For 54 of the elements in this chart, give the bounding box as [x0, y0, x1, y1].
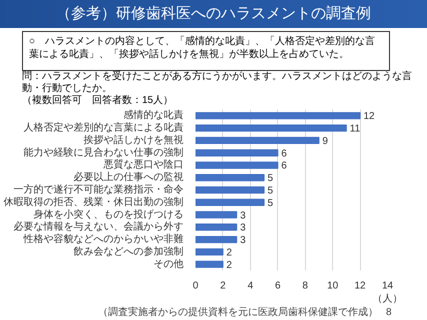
data-label: 6 [281, 148, 288, 160]
bar [196, 149, 278, 156]
bar [196, 186, 265, 194]
text: （複数回答可 回答者数：15人） [22, 95, 174, 106]
bar [196, 224, 238, 231]
y-tick-label: 一方的で遂行不可能な業務指示・命令 [14, 184, 184, 196]
bar [196, 260, 224, 268]
bar [196, 112, 361, 120]
y-tick-label: 必要な情報を与えない、会議から外す [14, 220, 184, 233]
bar [196, 248, 224, 256]
y-tick-label: 性格や容貌などへのからかいや非難 [22, 233, 184, 246]
text: 8 [386, 307, 392, 319]
bar [196, 174, 265, 182]
data-label: 3 [240, 235, 246, 246]
y-tick-label: 能力や経験に見合わない仕事の強制 [24, 146, 184, 158]
data-label: 11 [350, 124, 361, 135]
data-label: 5 [268, 173, 274, 184]
y-tick-label: 必要以上の仕事への監視 [74, 171, 184, 184]
bar [196, 136, 320, 144]
x-tick-label: 12 [354, 280, 366, 292]
x-tick-label: 10 [327, 280, 339, 292]
x-tick-label: 6 [275, 280, 282, 292]
data-label: 12 [364, 111, 376, 122]
data-label: 5 [268, 198, 274, 209]
x-tick-label: 14 [382, 280, 394, 292]
data-label: 2 [226, 260, 232, 271]
y-tick-label: 飲み会などへの参加強制 [74, 245, 184, 258]
data-label: 3 [240, 222, 246, 234]
data-label: 3 [240, 210, 246, 222]
x-axis-title: （人） [372, 294, 402, 304]
bar [196, 162, 278, 169]
x-tick-label: 2 [220, 280, 226, 292]
y-tick-label: 身体を小突く、ものを投げつける [34, 208, 184, 220]
y-tick-label: 人格否定や差別的な言葉による叱責 [24, 122, 184, 134]
x-tick-label: 8 [302, 280, 308, 292]
data-label: 9 [322, 136, 328, 147]
y-tick-label: 感情的な叱責 [124, 109, 184, 122]
x-tick-label: 0 [192, 280, 199, 292]
y-tick-label: その他 [154, 258, 184, 270]
data-label: 5 [268, 186, 274, 196]
chart-title: （参考）研修歯科医へのハラスメントの調査例 [56, 4, 371, 24]
chart-subtitle: ○ ハラスメントの内容として、「感情的な叱責」、「人格否定や差別的な言葉による叱責」、「挨拶や話しかけを無視」が半数以上を占めていた。 [29, 35, 376, 61]
text: （調査実施者からの提供資料を元に医政局歯科保健課で作成） [98, 307, 378, 319]
bar [196, 124, 347, 132]
bar [196, 198, 265, 206]
y-tick-label: 悪質な悪口や陰口 [102, 158, 184, 171]
y-tick-label: 挨拶や話しかけを無視 [84, 134, 184, 146]
text: 問：ハラスメントを受けたことがある方にうかがいます。ハラスメントはどのような言動・行動でしたか。 [22, 71, 412, 94]
data-label: 6 [281, 160, 288, 172]
x-tick-label: 4 [248, 280, 254, 292]
data-label: 2 [226, 247, 232, 258]
bar [196, 236, 238, 244]
bar [196, 211, 238, 218]
y-tick-label: 休暇取得の拒否、残業・休日出勤の強制 [4, 196, 184, 208]
